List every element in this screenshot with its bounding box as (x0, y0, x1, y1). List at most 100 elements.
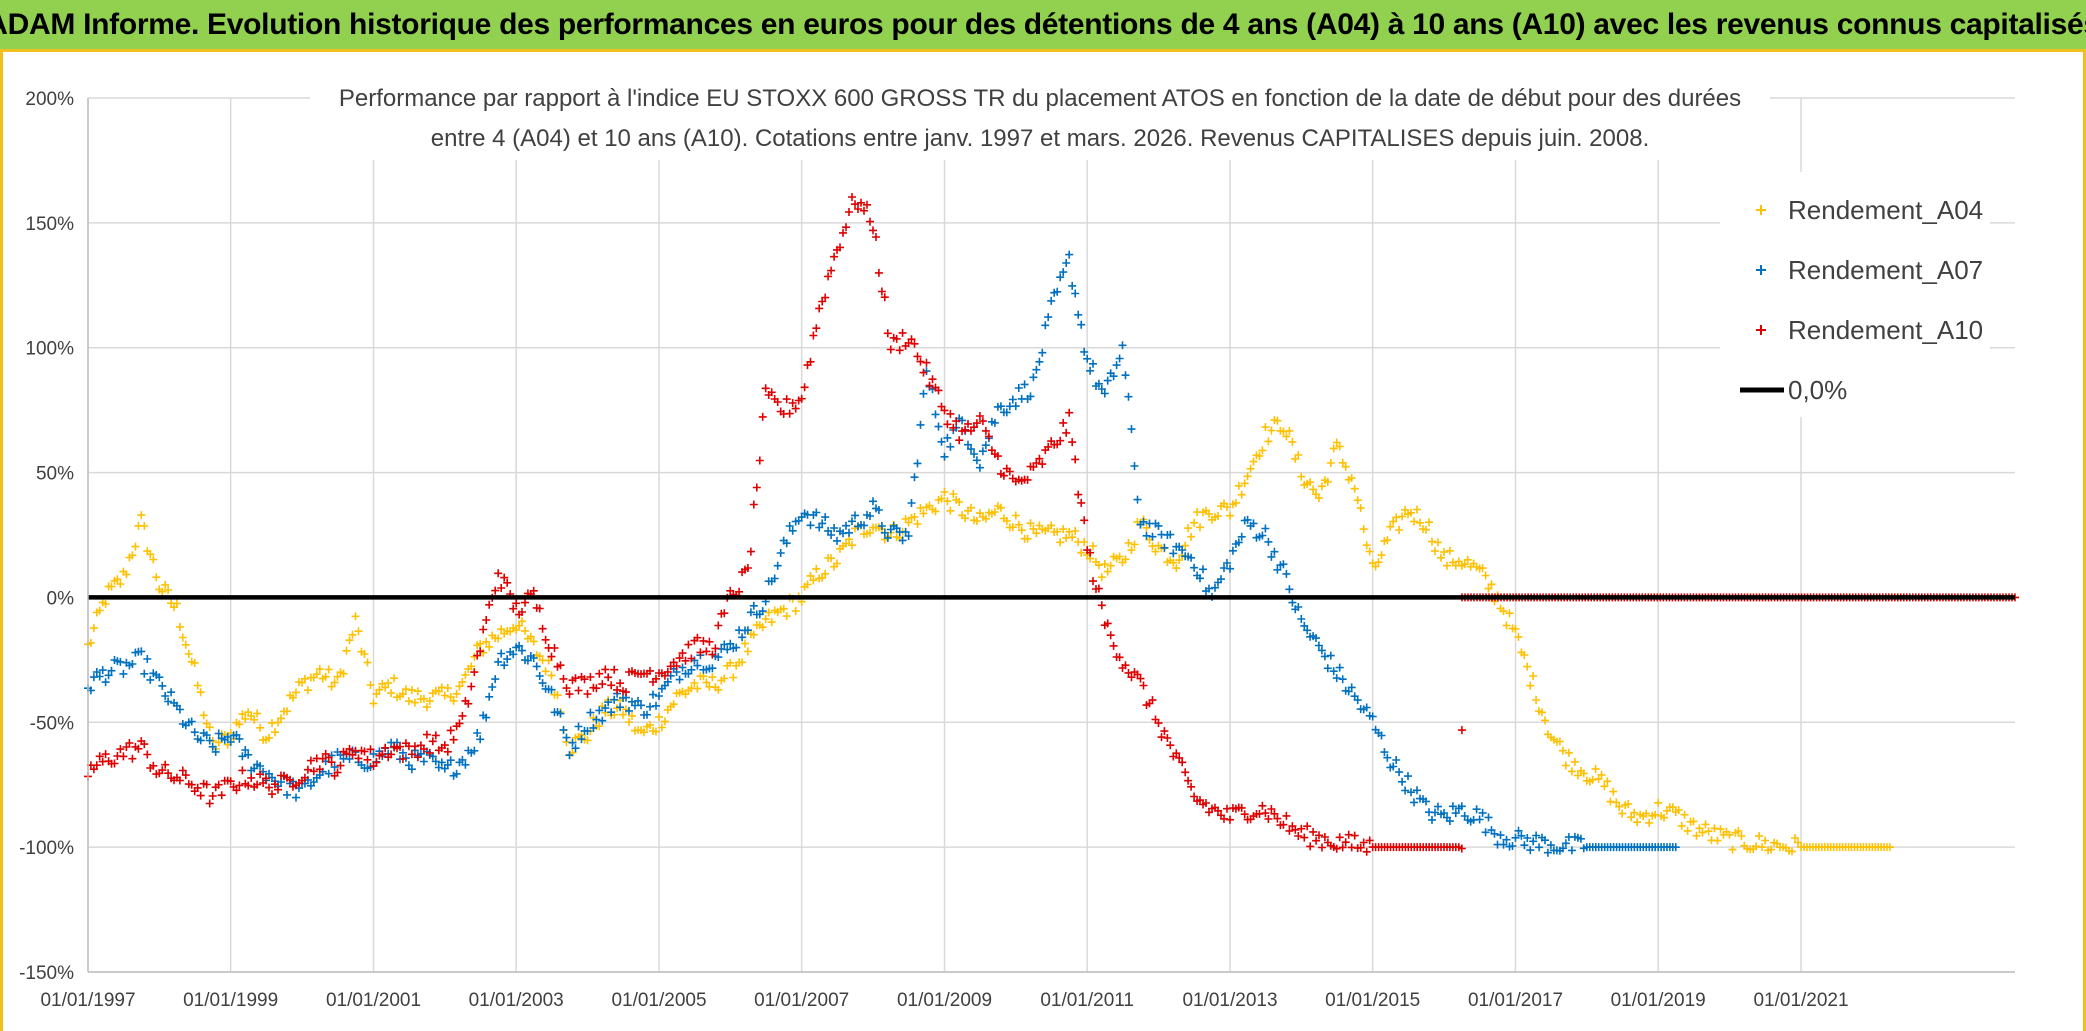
data-point (1041, 321, 1050, 330)
series-rendement_a04 (84, 416, 1894, 856)
data-point (1683, 826, 1692, 835)
data-point (1478, 808, 1487, 817)
data-point (327, 758, 336, 767)
data-point (848, 193, 856, 201)
data-point (678, 649, 687, 658)
data-point (815, 304, 824, 313)
data-point (1541, 716, 1549, 725)
data-point (571, 674, 580, 683)
data-point (476, 647, 485, 656)
data-point (422, 730, 431, 739)
data-point (458, 755, 467, 764)
data-point (1410, 517, 1418, 526)
data-point (1591, 764, 1600, 773)
data-point (244, 750, 253, 759)
data-point (1734, 827, 1743, 835)
y-tick-label: -100% (19, 838, 74, 859)
data-point (512, 626, 521, 634)
data-point (830, 524, 839, 532)
data-point (547, 652, 556, 661)
data-point (300, 674, 309, 683)
data-point (1086, 548, 1095, 557)
data-point (161, 692, 170, 700)
data-point (895, 346, 904, 355)
data-point (175, 705, 184, 714)
data-point (1431, 547, 1439, 556)
data-point (1118, 341, 1127, 350)
data-point (743, 626, 752, 635)
data-point (815, 523, 824, 532)
data-point (877, 522, 886, 530)
data-point (1142, 531, 1151, 540)
data-point (1615, 802, 1624, 811)
data-point (208, 742, 217, 751)
data-point (342, 646, 351, 655)
data-point (1445, 817, 1454, 826)
data-point (1133, 670, 1142, 679)
data-point (1160, 727, 1169, 736)
data-point (1136, 674, 1145, 683)
data-point (981, 441, 990, 450)
data-point (1671, 843, 1680, 852)
data-point (860, 206, 868, 215)
data-point (476, 735, 485, 744)
data-point (238, 710, 247, 719)
data-point (1154, 719, 1163, 728)
data-point (1606, 797, 1615, 806)
data-point (809, 576, 818, 585)
data-point (758, 623, 767, 632)
data-point (146, 675, 155, 684)
data-point (655, 712, 663, 721)
data-point (1413, 505, 1421, 514)
data-point (1317, 482, 1326, 491)
data-point (128, 551, 137, 560)
data-point (1264, 437, 1273, 446)
data-point (678, 663, 687, 672)
data-point (1080, 538, 1089, 546)
data-point (1002, 408, 1011, 417)
data-point (990, 508, 999, 516)
data-point (833, 536, 841, 545)
data-point (699, 636, 708, 645)
data-point (782, 612, 791, 621)
data-point (283, 790, 291, 799)
data-point (984, 432, 993, 441)
data-point (1788, 847, 1796, 856)
data-point (1511, 833, 1520, 842)
data-point (518, 646, 526, 655)
data-point (390, 674, 399, 683)
data-point (595, 706, 604, 715)
data-point (1398, 777, 1407, 786)
data-point (1320, 833, 1329, 841)
data-point (693, 633, 702, 642)
data-point (375, 685, 384, 694)
data-point (1273, 416, 1282, 425)
data-point (586, 708, 595, 717)
data-point (1154, 521, 1163, 530)
data-point (1377, 731, 1386, 740)
data-point (425, 696, 434, 705)
data-point (1335, 833, 1344, 842)
data-point (1758, 843, 1767, 852)
data-point (92, 761, 101, 770)
plot-layer (84, 193, 2019, 857)
chart-title-line1: Performance par rapport à l'indice EU ST… (339, 85, 1741, 112)
x-tick-label: 01/01/2011 (1040, 990, 1134, 1011)
data-point (434, 763, 443, 772)
data-point (1089, 542, 1097, 550)
data-point (934, 422, 943, 431)
data-point (1445, 546, 1454, 555)
data-point (1261, 423, 1270, 432)
data-point (1561, 761, 1570, 770)
data-point (503, 655, 512, 664)
chart-legend: Rendement_A04 Rendement_A07 Rendement_A10 0… (1720, 172, 1990, 417)
data-point (1312, 634, 1320, 643)
data-point (515, 641, 524, 650)
data-point (431, 757, 440, 766)
data-point (1541, 836, 1549, 845)
x-tick-label: 01/01/2013 (1182, 990, 1277, 1011)
data-point (1255, 452, 1264, 460)
y-tick-label: 150% (25, 214, 74, 235)
y-tick-label: 100% (25, 339, 74, 360)
data-point (1422, 525, 1430, 534)
